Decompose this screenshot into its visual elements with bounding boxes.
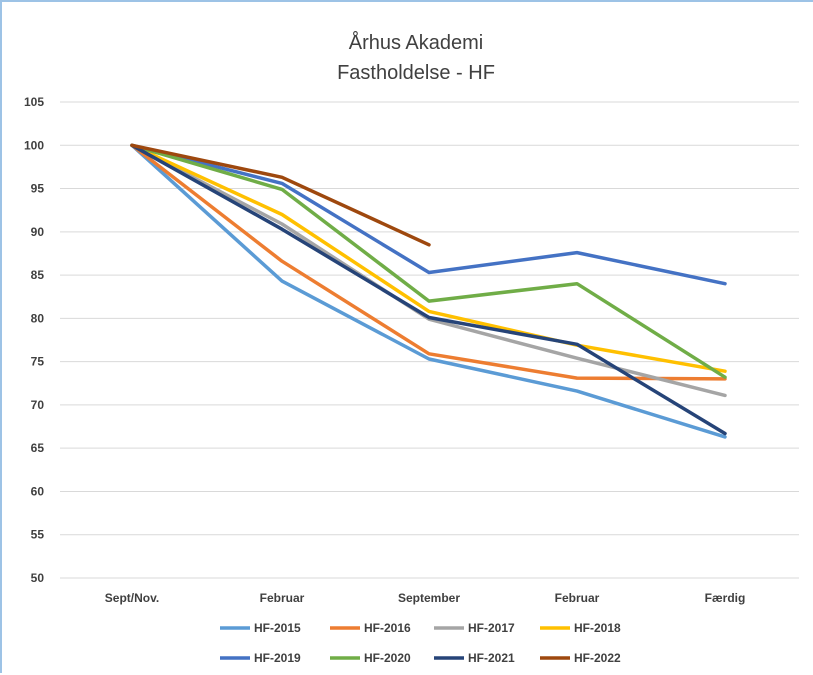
y-tick-label: 95 <box>31 182 45 196</box>
series-line-hf-2016 <box>130 143 727 381</box>
gridlines <box>60 101 799 579</box>
series-line-hf-2019 <box>130 143 727 286</box>
chart-subtitle: Fastholdelse - HF <box>337 62 495 84</box>
y-tick-label: 90 <box>31 225 45 239</box>
y-tick-label: 50 <box>31 571 45 585</box>
y-tick-label: 70 <box>31 398 45 412</box>
series-line-hf-2018 <box>130 143 727 373</box>
y-tick-label: 60 <box>31 484 45 498</box>
legend-label: HF-2020 <box>364 651 411 665</box>
legend-item-hf-2017: HF-2017 <box>434 621 515 635</box>
legend: HF-2015 HF-2016 HF-2017 HF-2018 HF-2019 HF-20… <box>220 621 621 665</box>
x-tick-label: Februar <box>260 591 305 605</box>
legend-item-hf-2018: HF-2018 <box>540 621 621 635</box>
series-line-hf-2022 <box>130 143 431 247</box>
legend-item-hf-2021: HF-2021 <box>434 651 515 665</box>
legend-label: HF-2018 <box>574 621 621 635</box>
y-tick-label: 65 <box>31 441 45 455</box>
chart-title: Århus Akademi <box>349 31 484 54</box>
legend-label: HF-2022 <box>574 651 621 665</box>
legend-item-hf-2022: HF-2022 <box>540 651 621 665</box>
y-tick-label: 105 <box>24 95 44 109</box>
legend-label: HF-2017 <box>468 621 515 635</box>
y-axis-ticks: 50 55 60 65 70 75 80 85 90 95 100 105 <box>24 95 44 585</box>
x-axis-ticks: Sept/Nov. Februar September Februar Færdig <box>105 591 746 605</box>
legend-item-hf-2020: HF-2020 <box>330 651 411 665</box>
series-line-hf-2021 <box>130 143 727 436</box>
legend-item-hf-2015: HF-2015 <box>220 621 301 635</box>
y-tick-label: 80 <box>31 311 45 325</box>
series-lines <box>130 143 727 439</box>
legend-label: HF-2021 <box>468 651 515 665</box>
x-tick-label: Sept/Nov. <box>105 591 159 605</box>
y-tick-label: 100 <box>24 138 44 152</box>
legend-label: HF-2016 <box>364 621 411 635</box>
series-line-hf-2020 <box>130 143 727 379</box>
legend-label: HF-2015 <box>254 621 301 635</box>
y-tick-label: 55 <box>31 528 45 542</box>
legend-item-hf-2016: HF-2016 <box>330 621 411 635</box>
x-tick-label: Februar <box>555 591 600 605</box>
legend-label: HF-2019 <box>254 651 301 665</box>
x-tick-label: Færdig <box>705 591 746 605</box>
series-line-hf-2015 <box>130 143 727 439</box>
y-tick-label: 85 <box>31 268 45 282</box>
legend-item-hf-2019: HF-2019 <box>220 651 301 665</box>
x-tick-label: September <box>398 591 460 605</box>
y-tick-label: 75 <box>31 355 45 369</box>
